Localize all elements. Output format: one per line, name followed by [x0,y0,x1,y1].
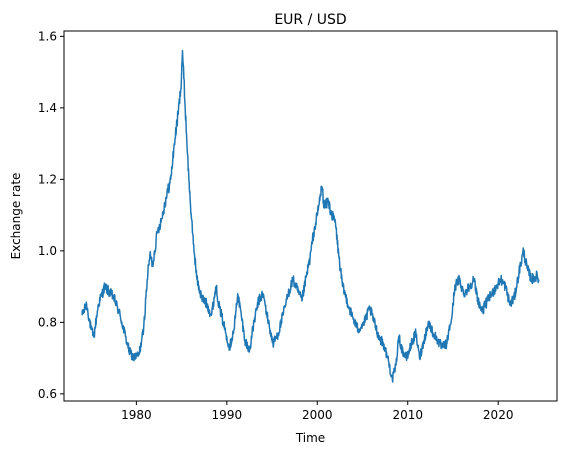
x-tick-label: 2000 [302,408,333,422]
y-axis: 0.6 0.8 1.0 1.2 1.4 1.6 [38,29,64,400]
y-tick-label: 1.4 [38,101,57,115]
y-tick-label: 1.0 [38,244,57,258]
x-tick-label: 1990 [212,408,243,422]
plot-frame [64,31,557,401]
x-tick-label: 2020 [483,408,514,422]
chart-title: EUR / USD [274,12,346,28]
y-tick-label: 1.2 [38,172,57,186]
plot-area [82,51,539,382]
y-tick-label: 1.6 [38,29,57,43]
x-tick-label: 2010 [392,408,423,422]
y-tick-label: 0.8 [38,315,57,329]
y-tick-label: 0.6 [38,387,57,401]
x-axis-label: Time [295,431,325,445]
series-line-0 [82,51,539,382]
y-axis-label: Exchange rate [9,173,23,260]
x-axis: 1980 1990 2000 2010 2020 [121,401,513,422]
x-tick-label: 1980 [121,408,152,422]
